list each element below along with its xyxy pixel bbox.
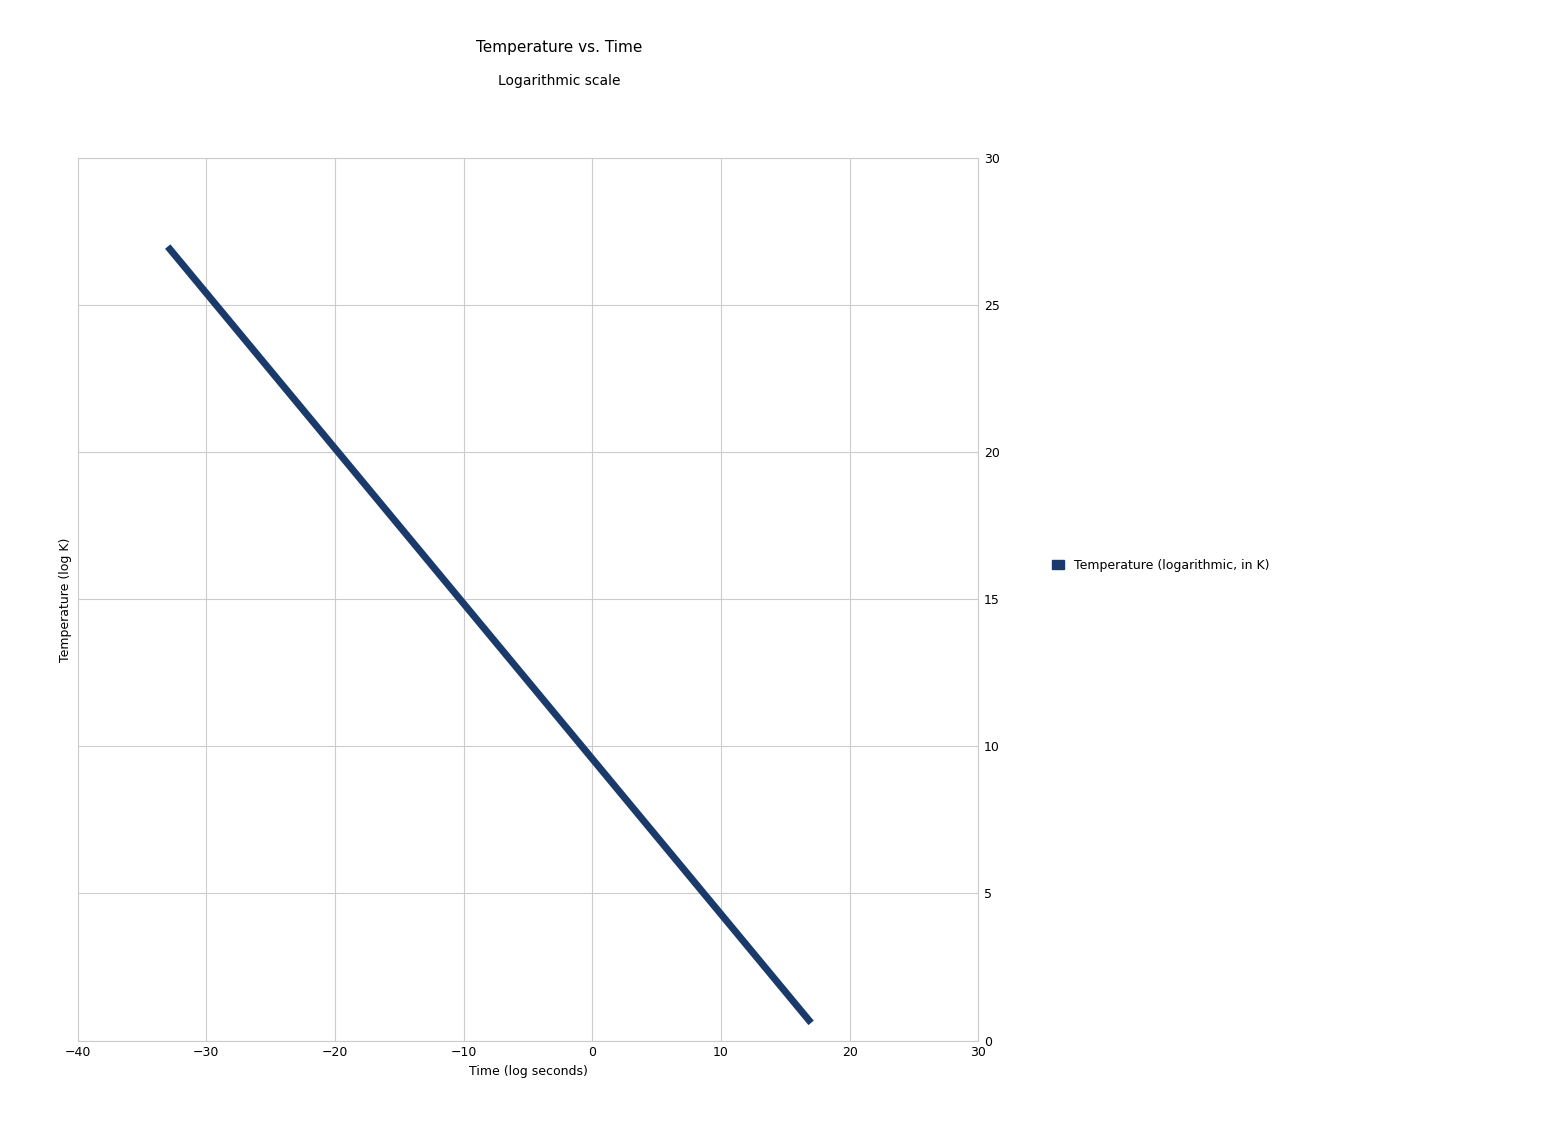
Legend: Temperature (logarithmic, in K): Temperature (logarithmic, in K) — [1047, 554, 1275, 577]
Y-axis label: Temperature (log K): Temperature (log K) — [59, 537, 71, 662]
Text: Logarithmic scale: Logarithmic scale — [499, 74, 620, 87]
Text: Temperature vs. Time: Temperature vs. Time — [475, 40, 643, 54]
X-axis label: Time (log seconds): Time (log seconds) — [469, 1064, 587, 1078]
